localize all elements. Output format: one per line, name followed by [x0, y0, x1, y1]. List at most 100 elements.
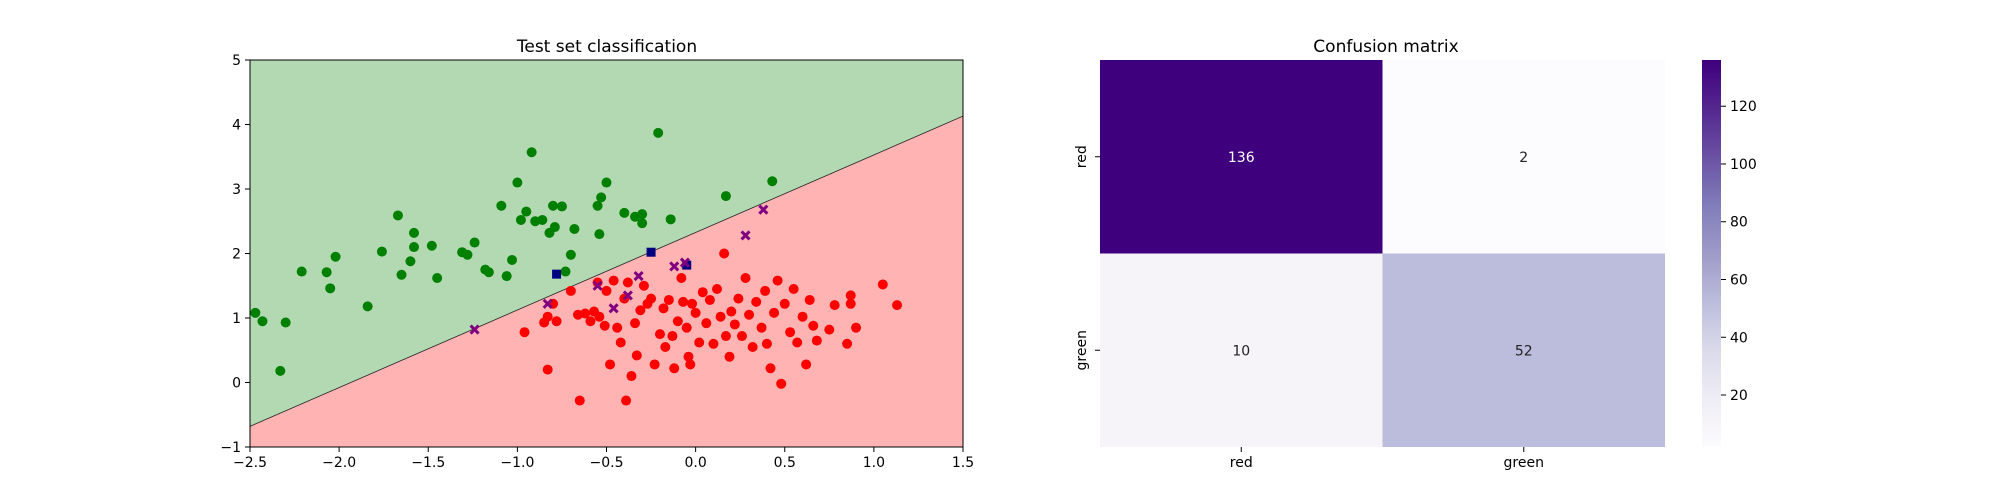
point-s1-72	[788, 283, 799, 294]
y-tick-label: 1	[232, 311, 241, 327]
point-s0-4	[296, 266, 307, 277]
confusion-matrix-chart: Confusion matrix 136 2 10 52 red green red gree…	[1074, 37, 1757, 471]
point-s1-24	[630, 318, 641, 329]
point-s1-48	[704, 294, 715, 305]
point-s1-40	[681, 322, 692, 333]
point-s0-15	[426, 240, 437, 251]
point-s0-35	[560, 266, 571, 277]
point-s0-24	[507, 254, 518, 265]
point-s0-0	[250, 307, 261, 318]
colorbar-tick-label: 80	[1730, 215, 1748, 231]
point-s1-27	[638, 280, 649, 291]
point-s1-23	[626, 371, 637, 382]
point-s1-14	[599, 320, 610, 331]
point-s0-14	[408, 242, 419, 253]
point-s1-78	[811, 335, 822, 346]
point-s1-85	[877, 279, 888, 290]
point-s1-70	[779, 298, 790, 309]
decision-boundary	[250, 115, 963, 427]
hm-x-tick-label: red	[1230, 455, 1253, 471]
hm-y-tick-label: red	[1074, 145, 1090, 168]
point-s1-0	[519, 327, 530, 338]
cell-value-1-1: 52	[1515, 343, 1533, 359]
point-s1-26	[635, 305, 646, 316]
point-s1-18	[612, 322, 623, 333]
point-s1-19	[615, 337, 626, 348]
point-s0-46	[653, 127, 664, 138]
point-s3-2	[592, 280, 603, 291]
point-s1-63	[756, 322, 767, 333]
point-s1-44	[690, 307, 701, 318]
point-s2-0	[552, 269, 562, 279]
point-s1-10	[585, 316, 596, 327]
cell-value-1-0: 10	[1232, 343, 1250, 359]
point-s0-30	[537, 214, 548, 225]
green-region	[250, 60, 963, 427]
y-tick-label: 2	[232, 247, 241, 263]
point-s0-3	[280, 317, 291, 328]
point-s0-44	[637, 209, 648, 220]
point-s0-6	[325, 283, 336, 294]
point-s1-16	[605, 359, 616, 370]
y-tick-label: 0	[232, 376, 241, 392]
point-s0-22	[496, 200, 507, 211]
x-tick-label: 0.0	[684, 455, 706, 471]
point-s1-39	[678, 296, 689, 307]
x-tick-label: 1.0	[863, 455, 885, 471]
cell-0-1	[1382, 60, 1665, 254]
point-s0-32	[548, 200, 559, 211]
x-tick-label: −2.5	[233, 455, 267, 471]
point-s3-4	[622, 290, 633, 301]
point-s0-48	[720, 191, 731, 202]
point-s1-29	[646, 293, 657, 304]
x-tick-label: −1.0	[500, 455, 534, 471]
point-s0-21	[483, 267, 494, 278]
point-s1-34	[663, 294, 674, 305]
point-s0-11	[396, 269, 407, 280]
point-s0-25	[512, 177, 523, 188]
point-s1-32	[658, 303, 669, 314]
colorbar-tick-label: 40	[1730, 330, 1748, 346]
point-s0-47	[665, 214, 676, 225]
point-s0-18	[462, 249, 473, 260]
hm-x-tick-label: green	[1504, 455, 1544, 471]
point-s0-36	[565, 249, 576, 260]
point-s1-9	[580, 308, 591, 319]
point-s0-34	[556, 201, 567, 212]
point-s1-64	[760, 285, 771, 296]
point-s1-53	[720, 331, 731, 342]
y-tick-label: −1	[220, 440, 241, 456]
point-s3-1	[542, 298, 553, 309]
point-s0-10	[392, 210, 403, 221]
hm-y-tick-label: green	[1074, 330, 1090, 370]
point-s3-8	[740, 230, 751, 241]
point-s1-31	[654, 329, 665, 340]
point-s3-7	[679, 257, 690, 268]
point-s1-86	[892, 300, 903, 311]
point-s1-82	[845, 290, 856, 301]
scatter-plot-area	[250, 60, 963, 447]
colorbar-tick-label: 60	[1730, 272, 1748, 288]
point-s0-42	[619, 207, 630, 218]
point-s1-35	[667, 331, 678, 342]
point-s3-5	[633, 271, 644, 282]
point-s1-43	[687, 298, 698, 309]
point-s1-21	[621, 395, 632, 406]
point-s1-83	[845, 298, 856, 309]
cell-value-0-0: 136	[1228, 150, 1255, 166]
point-s1-3	[542, 364, 553, 375]
y-tick-label: 3	[232, 182, 241, 198]
point-s0-39	[594, 229, 605, 240]
point-s1-61	[747, 342, 758, 353]
point-s1-68	[772, 275, 783, 286]
point-s1-59	[740, 273, 751, 284]
point-s1-8	[574, 395, 585, 406]
point-s1-75	[801, 359, 812, 370]
cell-1-1	[1382, 253, 1665, 447]
point-s1-56	[729, 319, 740, 330]
point-s1-38	[676, 273, 687, 284]
scatter-title: Test set classification	[516, 37, 697, 57]
point-s0-28	[526, 147, 537, 158]
point-s1-79	[824, 324, 835, 335]
